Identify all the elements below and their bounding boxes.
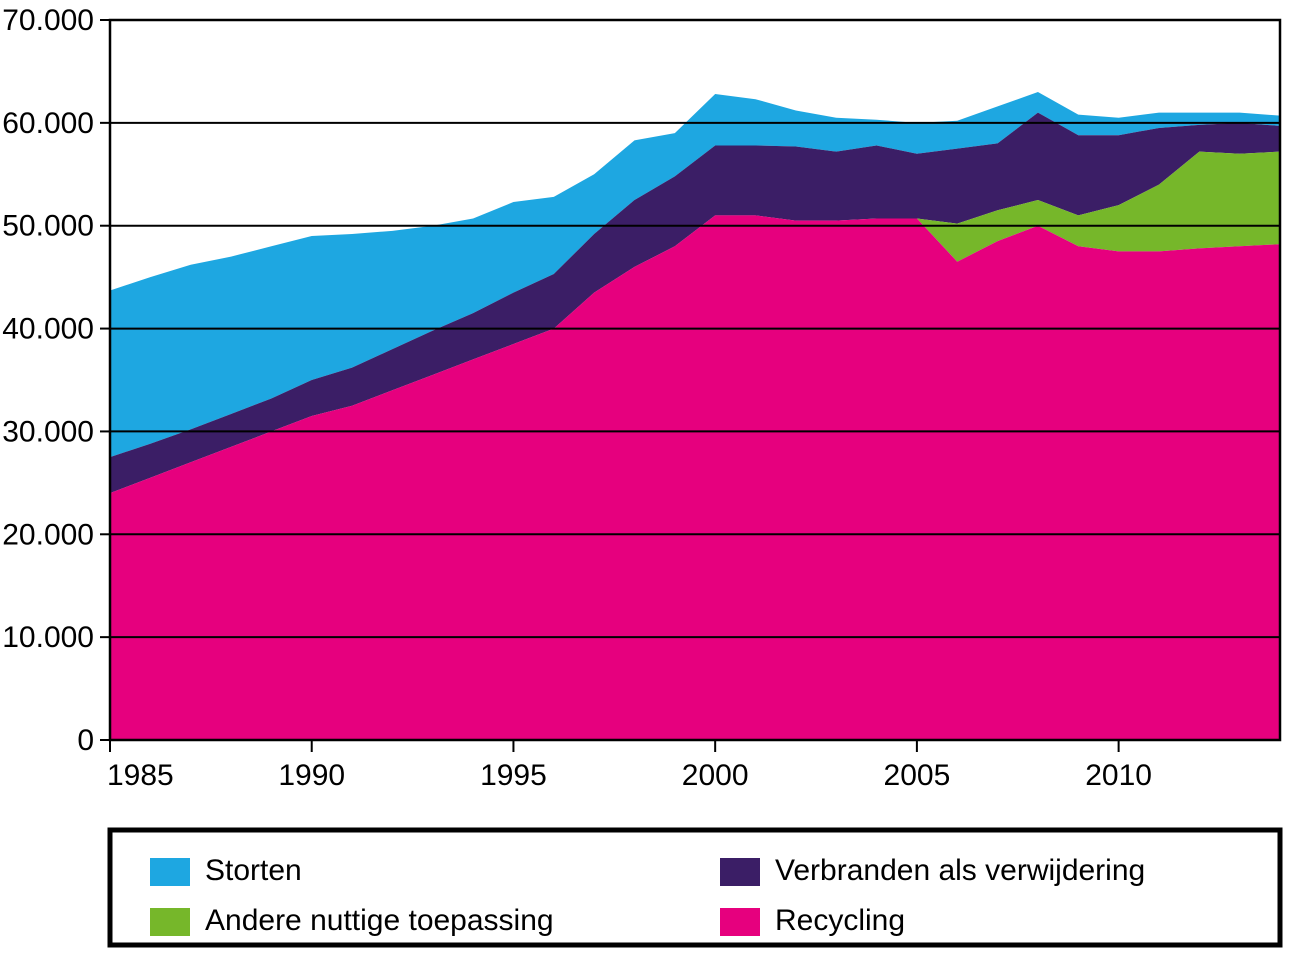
xtick-label: 2005	[884, 759, 951, 792]
legend-swatch-storten	[150, 858, 190, 886]
legend-label-storten: Storten	[205, 854, 302, 887]
xtick-label: 1995	[480, 759, 547, 792]
legend-swatch-andere	[150, 908, 190, 936]
ytick-label: 70.000	[2, 4, 94, 37]
ytick-label: 0	[77, 724, 94, 757]
area-chart: 1985 1990 1995 2000 2005 2010 0 10.000 20.000 30.…	[0, 0, 1300, 970]
ytick-label: 60.000	[2, 107, 94, 140]
ytick-label: 10.000	[2, 621, 94, 654]
chart-svg: 1985 1990 1995 2000 2005 2010 0 10.000 20.000 30.…	[0, 0, 1300, 970]
xtick-label: 1985	[107, 759, 174, 792]
xtick-label: 2000	[682, 759, 749, 792]
xtick-label: 1990	[278, 759, 345, 792]
legend-label-recycling: Recycling	[775, 904, 905, 937]
ytick-label: 30.000	[2, 415, 94, 448]
legend-swatch-verbranden	[720, 858, 760, 886]
legend-swatch-recycling	[720, 908, 760, 936]
xtick-label: 2010	[1085, 759, 1152, 792]
ytick-label: 20.000	[2, 518, 94, 551]
ytick-label: 40.000	[2, 313, 94, 346]
legend-label-andere: Andere nuttige toepassing	[205, 904, 554, 937]
legend-label-verbranden: Verbranden als verwijdering	[775, 854, 1145, 887]
ytick-label: 50.000	[2, 210, 94, 243]
